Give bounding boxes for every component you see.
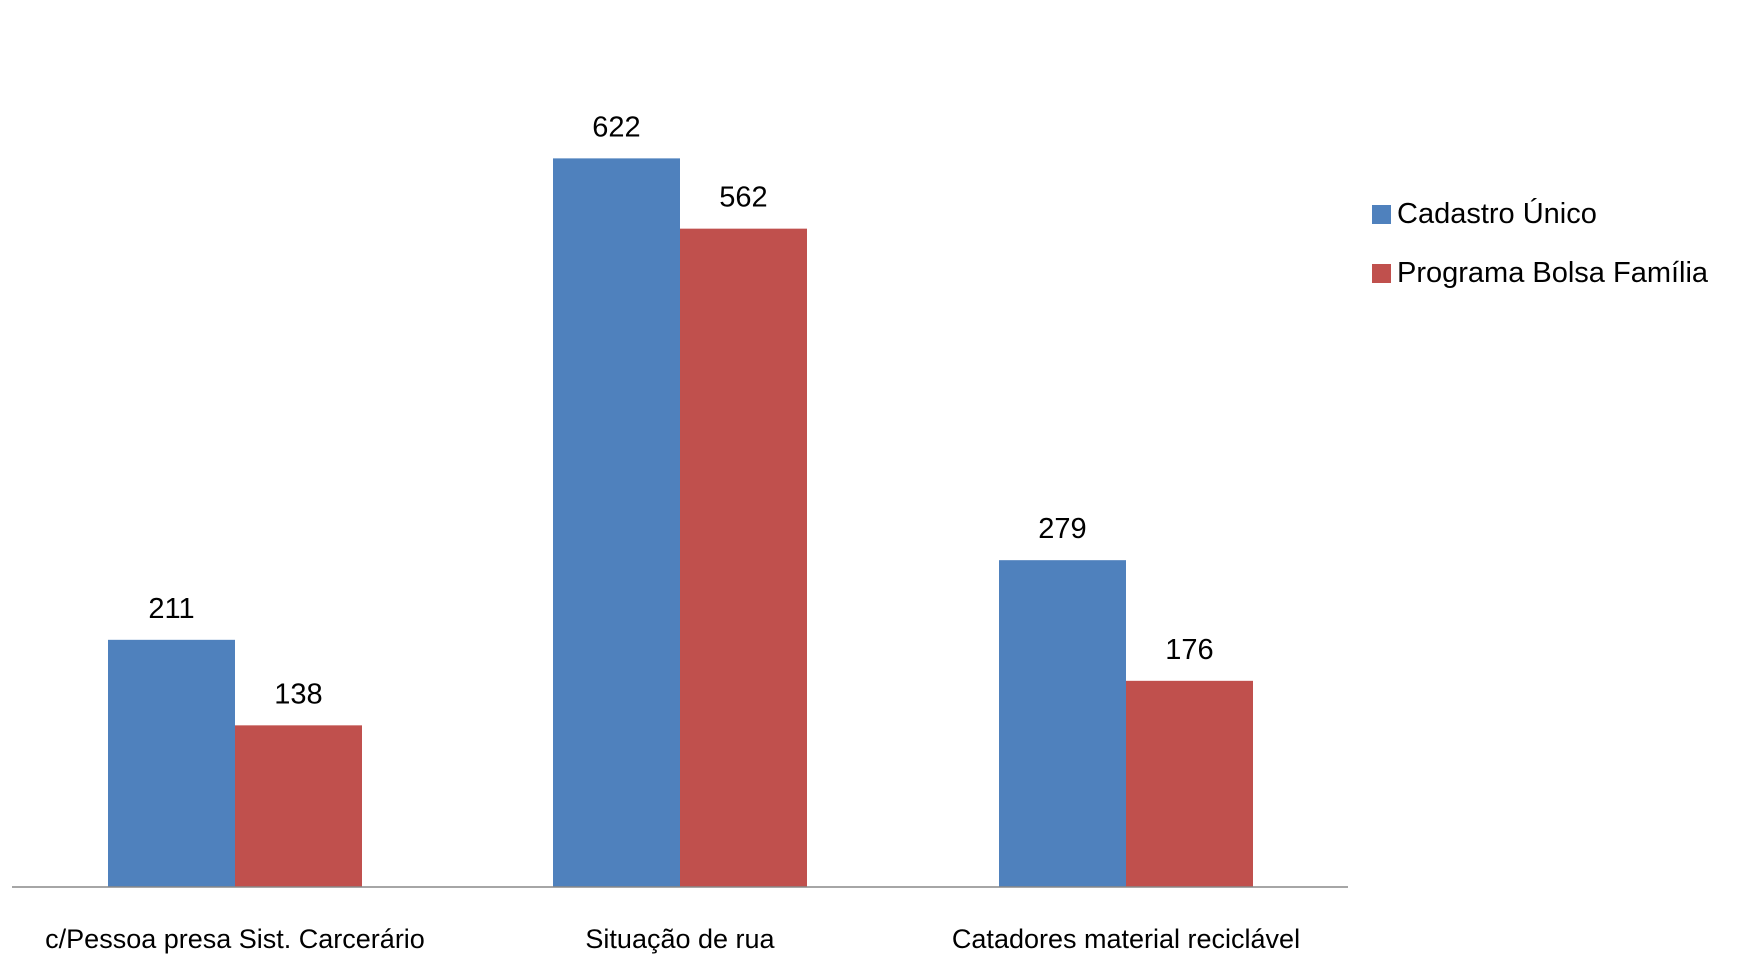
legend-label-0: Cadastro Único [1397,197,1597,230]
data-label-series-1-cat-2: 176 [1165,634,1213,666]
legend-swatch-1 [1372,264,1391,283]
x-tick-label-2: Catadores material reciclável [952,924,1300,954]
bar-series-1-cat-0 [235,725,362,887]
legend: Cadastro Único Programa Bolsa Família [1372,197,1709,289]
legend-swatch-0 [1372,205,1391,224]
bar-series-0-cat-2 [999,560,1126,887]
data-label-series-1-cat-1: 562 [719,182,767,214]
bar-series-1-cat-1 [680,228,807,887]
data-label-series-0-cat-0: 211 [148,593,194,625]
bar-series-1-cat-2 [1126,680,1253,887]
x-tick-labels-group: c/Pessoa presa Sist. Carcerário Situação … [45,924,1300,954]
bar-series-0-cat-0 [108,639,235,887]
value-labels-group: 211 138 622 562 279 176 [148,111,1213,710]
bar-series-0-cat-1 [553,158,680,887]
legend-label-1: Programa Bolsa Família [1397,257,1709,289]
data-label-series-0-cat-1: 622 [592,111,640,143]
data-label-series-0-cat-2: 279 [1038,513,1086,545]
data-label-series-1-cat-0: 138 [274,678,322,710]
x-tick-label-1: Situação de rua [585,924,775,954]
x-tick-label-0: c/Pessoa presa Sist. Carcerário [45,924,425,954]
bars-group [108,158,1253,887]
